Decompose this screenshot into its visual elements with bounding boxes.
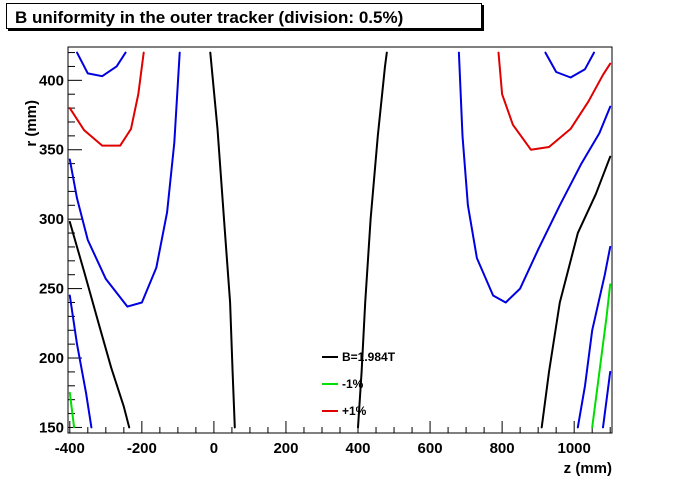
- contour-line-3: [540, 155, 612, 429]
- x-tick-label-3: 200: [273, 440, 298, 457]
- contour-line-8: [576, 245, 612, 429]
- y-tick-label-2: 250: [39, 281, 64, 298]
- contour-line-4: [68, 294, 93, 429]
- x-tick-label-7: 1000: [557, 440, 590, 457]
- legend-label-2: +1%: [342, 404, 367, 418]
- y-tick-label-1: 200: [39, 350, 64, 367]
- x-axis-title: z (mm): [564, 460, 612, 477]
- contour-line-1: [209, 51, 236, 429]
- contour-line-9: [544, 51, 595, 79]
- y-tick-label-4: 350: [39, 142, 64, 159]
- contour-line-14: [497, 51, 612, 151]
- x-tick-label-4: 400: [345, 440, 370, 457]
- y-axis-title: r (mm): [23, 100, 40, 147]
- x-tick-label-0: -400: [55, 440, 85, 457]
- x-tick-label-6: 800: [490, 440, 515, 457]
- x-tick-label-1: -200: [127, 440, 157, 457]
- axis-ticks: [68, 52, 611, 433]
- contour-line-5: [68, 51, 181, 308]
- tick-labels: -400 -200 0 200 400 600 800 1000 150 200 250 300 350…: [39, 72, 591, 457]
- legend-label-0: B=1.984T: [342, 350, 396, 364]
- legend: B=1.984T -1% +1%: [322, 350, 396, 418]
- y-tick-label-0: 150: [39, 419, 64, 436]
- y-tick-label-5: 400: [39, 72, 64, 89]
- plot-frame: [67, 46, 613, 434]
- contour-line-13: [68, 51, 145, 147]
- contour-line-0: [68, 220, 131, 429]
- chart-title-box: B uniformity in the outer tracker (divis…: [6, 3, 482, 29]
- x-tick-label-2: 0: [210, 440, 218, 457]
- contour-line-10: [602, 370, 612, 429]
- chart-title: B uniformity in the outer tracker (divis…: [15, 8, 404, 27]
- legend-label-1: -1%: [342, 377, 364, 391]
- contour-line-12: [591, 283, 612, 429]
- contour-line-7: [457, 51, 612, 304]
- contour-line-6: [76, 51, 127, 78]
- contour-line-2: [357, 51, 388, 429]
- x-tick-label-5: 600: [418, 440, 443, 457]
- contour-line-11: [68, 391, 76, 429]
- y-tick-label-3: 300: [39, 211, 64, 228]
- contour-lines: [68, 51, 612, 429]
